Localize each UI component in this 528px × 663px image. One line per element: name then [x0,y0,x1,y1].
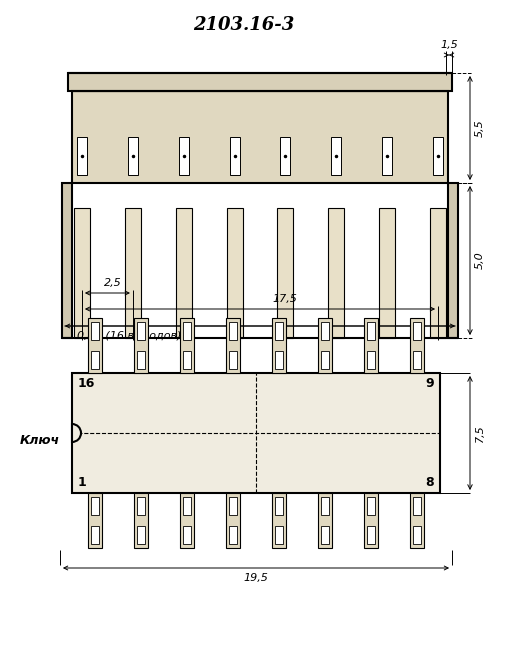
Bar [137,526,145,544]
Bar [367,322,375,340]
Bar [229,497,237,515]
Bar [88,493,102,548]
Bar [125,208,141,338]
Bar [176,208,192,338]
Text: 1: 1 [78,476,87,489]
Bar [328,208,344,338]
Bar [178,137,188,175]
Bar [134,318,148,373]
Bar [227,208,242,338]
Bar [321,497,329,515]
Bar [128,137,138,175]
Bar [275,497,283,515]
Bar [134,493,148,548]
Bar [72,373,440,493]
Text: 16: 16 [78,377,96,390]
Bar [367,526,375,544]
Bar [91,351,99,369]
Bar [413,497,421,515]
Wedge shape [72,424,81,442]
Bar [68,73,452,91]
Bar [183,351,191,369]
Bar [137,351,145,369]
Bar [183,322,191,340]
Bar [226,493,240,548]
Bar [364,493,378,548]
Bar [229,322,237,340]
Bar [280,137,290,175]
Bar [183,526,191,544]
Text: 5,0: 5,0 [475,252,485,269]
Bar [413,322,421,340]
Bar [321,351,329,369]
Bar [272,318,286,373]
Bar [72,91,448,183]
Bar [364,318,378,373]
Bar [413,526,421,544]
Text: 2103.16-3: 2103.16-3 [193,16,295,34]
Bar [318,493,332,548]
Bar [430,208,446,338]
Bar [74,208,90,338]
Bar [382,137,392,175]
Bar [413,351,421,369]
Bar [367,351,375,369]
Bar [321,526,329,544]
Text: 2,5: 2,5 [103,278,121,288]
Bar [229,526,237,544]
Text: 7,5: 7,5 [475,424,485,442]
Bar [137,322,145,340]
Bar [77,137,87,175]
Bar [379,208,395,338]
Bar [88,318,102,373]
Bar [448,183,458,338]
Bar [277,208,294,338]
Bar [183,497,191,515]
Bar [318,318,332,373]
Bar [62,183,72,338]
Text: 5,5: 5,5 [475,119,485,137]
Bar [410,493,424,548]
Bar [272,493,286,548]
Bar [275,351,283,369]
Bar [91,526,99,544]
Bar [229,351,237,369]
Text: 19,5: 19,5 [243,573,268,583]
Bar [275,322,283,340]
Text: 1,5: 1,5 [440,40,458,50]
Text: 0,48 (16 выводов): 0,48 (16 выводов) [77,331,182,341]
Bar [433,137,443,175]
Bar [226,318,240,373]
Text: 17,5: 17,5 [272,294,297,304]
Bar [275,526,283,544]
Bar [91,497,99,515]
Bar [367,497,375,515]
Text: 8: 8 [426,476,434,489]
Bar [180,493,194,548]
Bar [68,73,452,91]
Bar [410,318,424,373]
Bar [180,318,194,373]
Bar [91,322,99,340]
Text: Ключ: Ключ [20,434,60,448]
Bar [230,137,240,175]
Bar [321,322,329,340]
Bar [331,137,341,175]
Text: 9: 9 [426,377,434,390]
Bar [137,497,145,515]
